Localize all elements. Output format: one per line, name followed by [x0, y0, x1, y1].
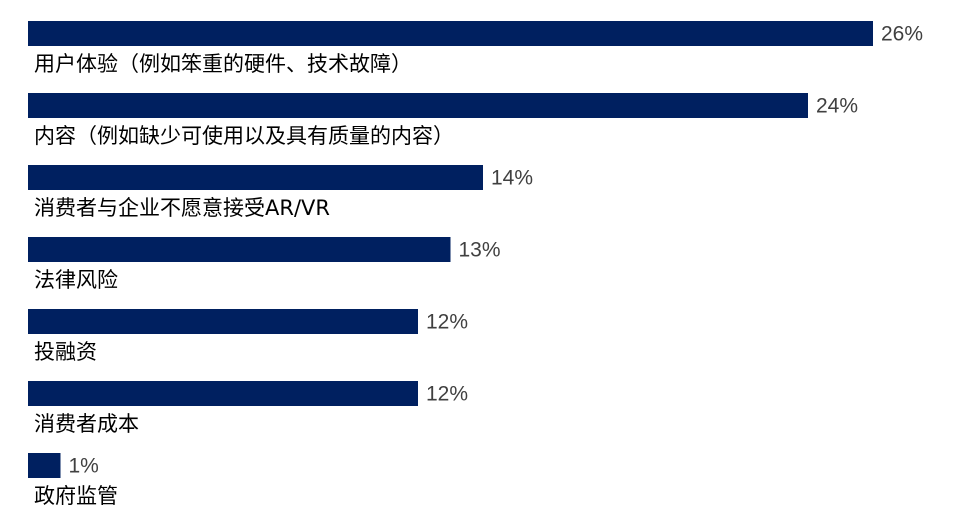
labels-layer: 26% 用户体验（例如笨重的硬件、技术故障） 24% 内容（例如缺少可使用以及具有质量…: [34, 23, 923, 509]
bar-6: [28, 381, 418, 406]
category-label-1: 用户体验（例如笨重的硬件、技术故障）: [34, 52, 412, 76]
category-label-2: 内容（例如缺少可使用以及具有质量的内容）: [34, 124, 454, 148]
bar-1: [28, 21, 873, 46]
category-label-6: 消费者成本: [34, 412, 139, 436]
category-label-7: 政府监管: [34, 484, 118, 508]
bar-4: [28, 237, 451, 262]
bar-5: [28, 309, 418, 334]
category-label-4: 法律风险: [34, 268, 118, 292]
bar-2: [28, 93, 808, 118]
bar-3: [28, 165, 483, 190]
bar-value-label-3: 14%: [491, 167, 533, 190]
category-label-3: 消费者与企业不愿意接受AR/VR: [34, 196, 330, 220]
bar-value-label-4: 13%: [459, 239, 501, 262]
category-label-5: 投融资: [34, 340, 97, 364]
bar-value-label-5: 12%: [426, 311, 468, 334]
bar-7: [28, 453, 61, 478]
bar-value-label-2: 24%: [816, 95, 858, 118]
bar-value-label-6: 12%: [426, 383, 468, 406]
bar-value-label-7: 1%: [69, 455, 99, 478]
bar-value-label-1: 26%: [881, 23, 923, 46]
bars-layer: [28, 21, 873, 478]
